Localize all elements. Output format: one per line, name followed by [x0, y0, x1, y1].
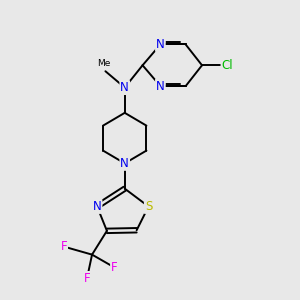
Text: N: N: [156, 80, 165, 93]
Text: N: N: [120, 157, 129, 170]
Text: F: F: [84, 272, 90, 285]
Text: N: N: [120, 81, 129, 94]
Text: N: N: [93, 200, 101, 213]
Text: Cl: Cl: [221, 59, 233, 72]
Text: Me: Me: [97, 59, 111, 68]
Text: N: N: [156, 38, 165, 51]
Text: F: F: [111, 261, 118, 274]
Text: F: F: [61, 240, 67, 253]
Text: S: S: [145, 200, 152, 213]
